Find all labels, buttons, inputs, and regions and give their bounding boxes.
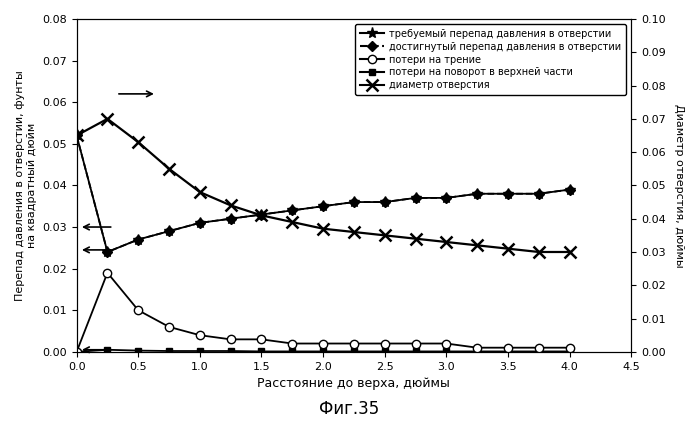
требуемый перепад давления в отверстии <box>442 195 451 200</box>
достигнутый перепад давления в отверстии <box>257 212 266 217</box>
диаметр отверстия <box>103 116 112 122</box>
диаметр отверстия <box>411 236 419 241</box>
потери на трение <box>288 341 296 346</box>
Y-axis label: Диаметр отверстия, дюймы: Диаметр отверстия, дюймы <box>674 104 684 267</box>
потери на трение <box>196 333 204 338</box>
потери на поворот в верхней части <box>288 349 296 354</box>
требуемый перепад давления в отверстии <box>196 220 204 225</box>
потери на поворот в верхней части <box>134 348 143 353</box>
диаметр отверстия <box>165 166 173 171</box>
диаметр отверстия <box>565 249 574 254</box>
достигнутый перепад давления в отверстии <box>535 191 543 196</box>
требуемый перепад давления в отверстии <box>257 212 266 217</box>
потери на поворот в верхней части <box>504 349 512 354</box>
X-axis label: Расстояние до верха, дюймы: Расстояние до верха, дюймы <box>257 377 450 390</box>
достигнутый перепад давления в отверстии <box>442 195 451 200</box>
достигнутый перепад давления в отверстии <box>411 195 419 200</box>
диаметр отверстия <box>380 233 389 238</box>
требуемый перепад давления в отверстии <box>226 216 235 221</box>
потери на поворот в верхней части <box>103 347 112 352</box>
диаметр отверстия <box>473 243 482 248</box>
достигнутый перепад давления в отверстии <box>134 237 143 242</box>
потери на поворот в верхней части <box>196 349 204 354</box>
достигнутый перепад давления в отверстии <box>226 216 235 221</box>
требуемый перепад давления в отверстии <box>411 195 419 200</box>
потери на поворот в верхней части <box>350 349 358 354</box>
потери на трение <box>226 337 235 342</box>
диаметр отверстия <box>73 133 81 138</box>
потери на трение <box>442 341 451 346</box>
достигнутый перепад давления в отверстии <box>319 204 327 209</box>
потери на трение <box>411 341 419 346</box>
потери на поворот в верхней части <box>319 349 327 354</box>
потери на поворот в верхней части <box>535 349 543 354</box>
потери на поворот в верхней части <box>473 349 482 354</box>
потери на поворот в верхней части <box>165 349 173 354</box>
потери на трение <box>535 345 543 350</box>
достигнутый перепад давления в отверстии <box>165 229 173 234</box>
Y-axis label: Перепад давления в отверстии, фунты
на квадратный дюйм: Перепад давления в отверстии, фунты на к… <box>15 70 36 301</box>
требуемый перепад давления в отверстии <box>134 237 143 242</box>
Line: потери на поворот в верхней части: потери на поворот в верхней части <box>74 347 572 354</box>
диаметр отверстия <box>535 249 543 254</box>
Line: диаметр отверстия: диаметр отверстия <box>71 113 575 257</box>
потери на поворот в верхней части <box>565 349 574 354</box>
требуемый перепад давления в отверстии <box>535 191 543 196</box>
достигнутый перепад давления в отверстии <box>196 220 204 225</box>
требуемый перепад давления в отверстии <box>319 204 327 209</box>
потери на трение <box>504 345 512 350</box>
потери на трение <box>257 337 266 342</box>
диаметр отверстия <box>257 213 266 218</box>
потери на трение <box>350 341 358 346</box>
Text: Фиг.35: Фиг.35 <box>319 400 380 418</box>
требуемый перепад давления в отверстии <box>565 187 574 192</box>
потери на поворот в верхней части <box>73 349 81 354</box>
требуемый перепад давления в отверстии <box>504 191 512 196</box>
достигнутый перепад давления в отверстии <box>565 187 574 192</box>
потери на трение <box>165 325 173 330</box>
потери на трение <box>565 345 574 350</box>
потери на трение <box>473 345 482 350</box>
достигнутый перепад давления в отверстии <box>103 249 112 254</box>
достигнутый перепад давления в отверстии <box>288 208 296 213</box>
потери на трение <box>73 349 81 354</box>
Line: потери на трение: потери на трение <box>73 269 574 356</box>
диаметр отверстия <box>442 239 451 244</box>
требуемый перепад давления в отверстии <box>473 191 482 196</box>
достигнутый перепад давления в отверстии <box>350 200 358 205</box>
диаметр отверстия <box>196 189 204 195</box>
требуемый перепад давления в отверстии <box>165 229 173 234</box>
достигнутый перепад давления в отверстии <box>380 200 389 205</box>
потери на поворот в верхней части <box>442 349 451 354</box>
требуемый перепад давления в отверстии <box>73 133 81 138</box>
диаметр отверстия <box>350 230 358 235</box>
потери на трение <box>134 308 143 313</box>
достигнутый перепад давления в отверстии <box>73 133 81 138</box>
потери на поворот в верхней части <box>411 349 419 354</box>
требуемый перепад давления в отверстии <box>103 249 112 254</box>
потери на трение <box>319 341 327 346</box>
потери на поворот в верхней части <box>380 349 389 354</box>
требуемый перепад давления в отверстии <box>350 200 358 205</box>
Legend: требуемый перепад давления в отверстии, достигнутый перепад давления в отверстии: требуемый перепад давления в отверстии, … <box>355 24 626 95</box>
диаметр отверстия <box>226 203 235 208</box>
достигнутый перепад давления в отверстии <box>504 191 512 196</box>
потери на трение <box>103 270 112 275</box>
требуемый перепад давления в отверстии <box>288 208 296 213</box>
диаметр отверстия <box>504 246 512 251</box>
требуемый перепад давления в отверстии <box>380 200 389 205</box>
потери на трение <box>380 341 389 346</box>
диаметр отверстия <box>319 226 327 231</box>
Line: требуемый перепад давления в отверстии: требуемый перепад давления в отверстии <box>71 130 575 257</box>
достигнутый перепад давления в отверстии <box>473 191 482 196</box>
диаметр отверстия <box>134 140 143 145</box>
диаметр отверстия <box>288 219 296 225</box>
Line: достигнутый перепад давления в отверстии: достигнутый перепад давления в отверстии <box>73 132 573 255</box>
потери на поворот в верхней части <box>257 349 266 354</box>
потери на поворот в верхней части <box>226 349 235 354</box>
